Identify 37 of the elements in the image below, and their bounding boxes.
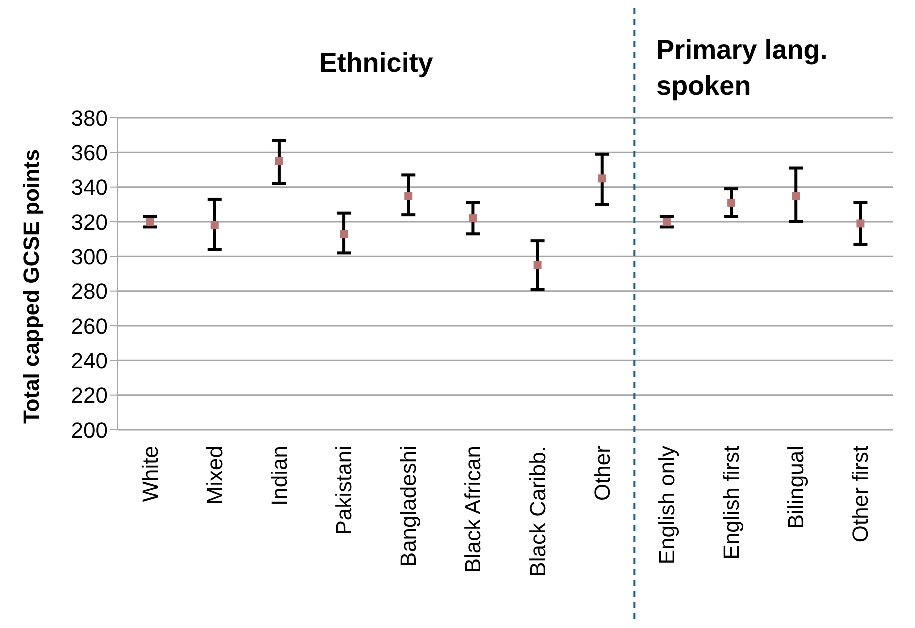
y-tick-label: 280: [71, 279, 108, 304]
text: Ethnicity: [318, 48, 434, 79]
x-tick-label: English only: [654, 446, 680, 565]
y-tick-label: 380: [71, 106, 108, 131]
x-tick-label: White: [138, 446, 163, 502]
point: [275, 157, 284, 166]
text: Primary lang. spoken: [656, 34, 829, 103]
y-tick-label: 200: [71, 418, 108, 443]
x-tick-label: English first: [719, 446, 744, 560]
y-tick-label: 240: [71, 348, 108, 374]
point: [210, 221, 219, 230]
point: [340, 230, 348, 238]
x-tick-label: Black African: [460, 446, 486, 574]
x-tick-label: Bilingual: [784, 446, 809, 530]
y-tick-label: 260: [71, 314, 108, 339]
point: [598, 174, 606, 183]
y-tick-label: 320: [71, 210, 108, 235]
point: [404, 192, 413, 200]
x-tick-label: Black Caribb.: [525, 446, 550, 577]
y-tick-label: 360: [71, 140, 108, 166]
point: [856, 220, 865, 228]
point: [728, 198, 736, 207]
y-axis-title: Total capped GCSE points: [18, 149, 44, 424]
point: [146, 218, 154, 226]
x-tick-label: Bangladeshi: [396, 446, 422, 568]
point: [662, 218, 671, 226]
y-tick-label: 300: [71, 244, 108, 270]
x-tick-label: Other first: [848, 446, 874, 543]
point: [792, 192, 800, 200]
point: [469, 214, 478, 223]
x-tick-label: Pakistani: [332, 446, 357, 536]
point: [534, 261, 542, 270]
x-tick-label: Other: [590, 446, 615, 502]
x-tick-label: Indian: [266, 446, 292, 506]
x-tick-label: Mixed: [202, 446, 228, 505]
y-tick-label: 220: [71, 383, 108, 408]
y-tick-label: 340: [71, 175, 108, 200]
